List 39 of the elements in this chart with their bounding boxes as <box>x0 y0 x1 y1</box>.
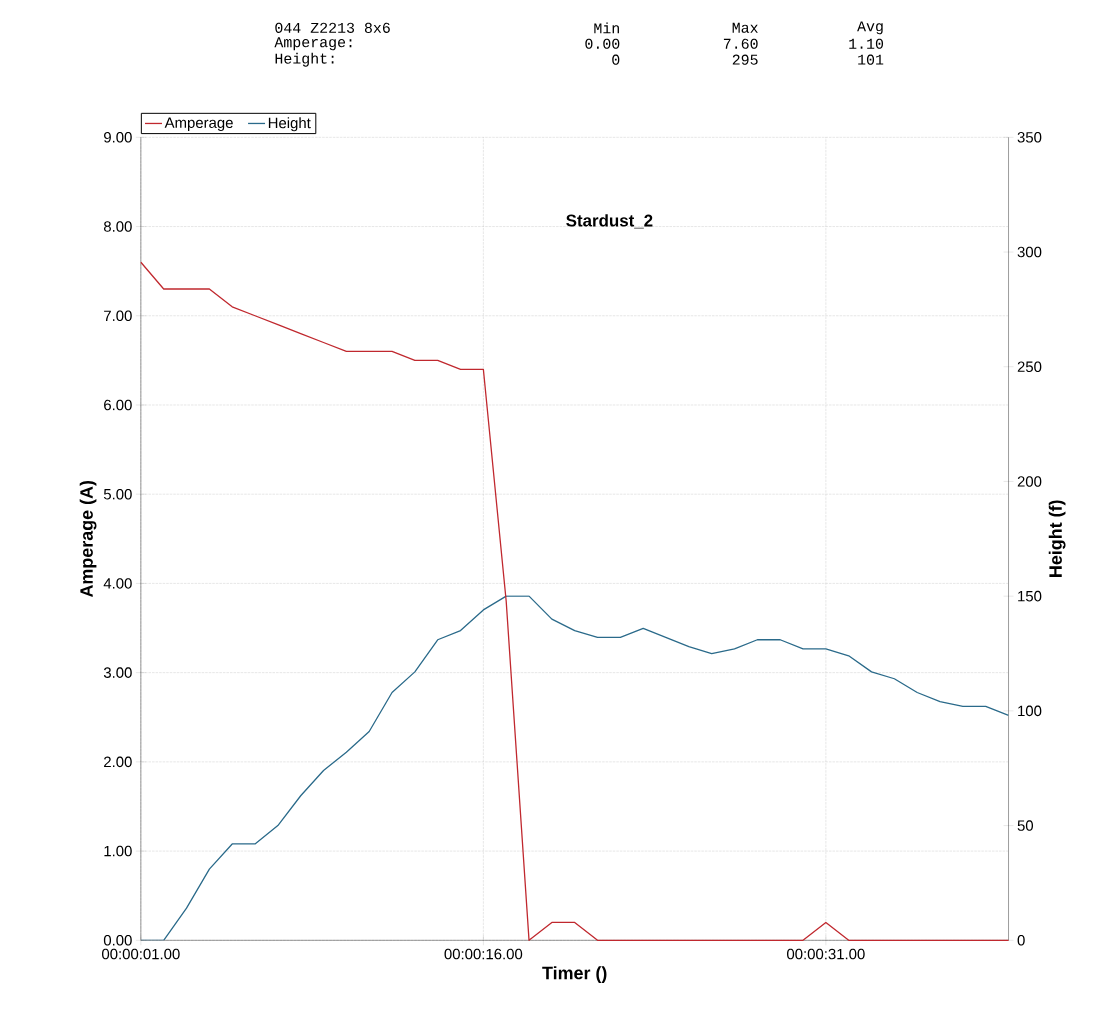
y-axis-title: Amperage (A) <box>79 481 97 598</box>
x-axis-title: Timer () <box>542 966 607 983</box>
text: 295 <box>732 54 758 65</box>
x-tick-label: 00:00:31.00 <box>787 948 865 960</box>
y2-tick-label: 100 <box>1018 705 1042 717</box>
text: 0 <box>612 54 620 65</box>
y-tick-label: 4.00 <box>103 578 132 589</box>
y-tick-label: 8.00 <box>103 221 132 232</box>
y2-tick-label: 50 <box>1017 820 1034 831</box>
y2-tick-label: 150 <box>1018 590 1042 602</box>
y2-axis-title: Height (f) <box>1048 500 1066 577</box>
y-tick-label: 5.00 <box>103 488 132 500</box>
x-tick-label: 00:00:01.00 <box>102 948 180 960</box>
y-tick-label: 9.00 <box>104 132 132 143</box>
text: Min <box>594 22 619 34</box>
text: Stardust_2 <box>566 214 653 229</box>
text: 1.10 <box>849 38 884 49</box>
y2-tick-label: 250 <box>1017 361 1042 373</box>
legend-label: Height <box>268 117 311 132</box>
y-tick-label: 6.00 <box>104 399 132 411</box>
text: Avg <box>857 21 883 35</box>
y-tick-label: 2.00 <box>104 756 132 768</box>
text: Amperage: <box>274 37 352 51</box>
y-tick-label: 7.00 <box>104 310 132 322</box>
text: Max <box>732 22 758 33</box>
y2-tick-label: 0 <box>1017 935 1025 946</box>
y-tick-label: 0.00 <box>103 935 132 946</box>
text: 044 Z2213 8x6 <box>275 22 390 33</box>
y2-tick-label: 300 <box>1017 246 1042 258</box>
text: 7.60 <box>723 38 758 49</box>
text: 101 <box>858 54 884 65</box>
y-tick-label: 1.00 <box>104 845 132 857</box>
text: Height: <box>275 52 334 67</box>
text: 0.00 <box>585 38 620 49</box>
y2-tick-label: 350 <box>1017 132 1042 143</box>
y-tick-label: 3.00 <box>103 667 132 678</box>
y2-tick-label: 200 <box>1017 476 1042 487</box>
legend-label: Amperage <box>164 117 233 132</box>
x-tick-label: 00:00:16.00 <box>444 948 523 960</box>
